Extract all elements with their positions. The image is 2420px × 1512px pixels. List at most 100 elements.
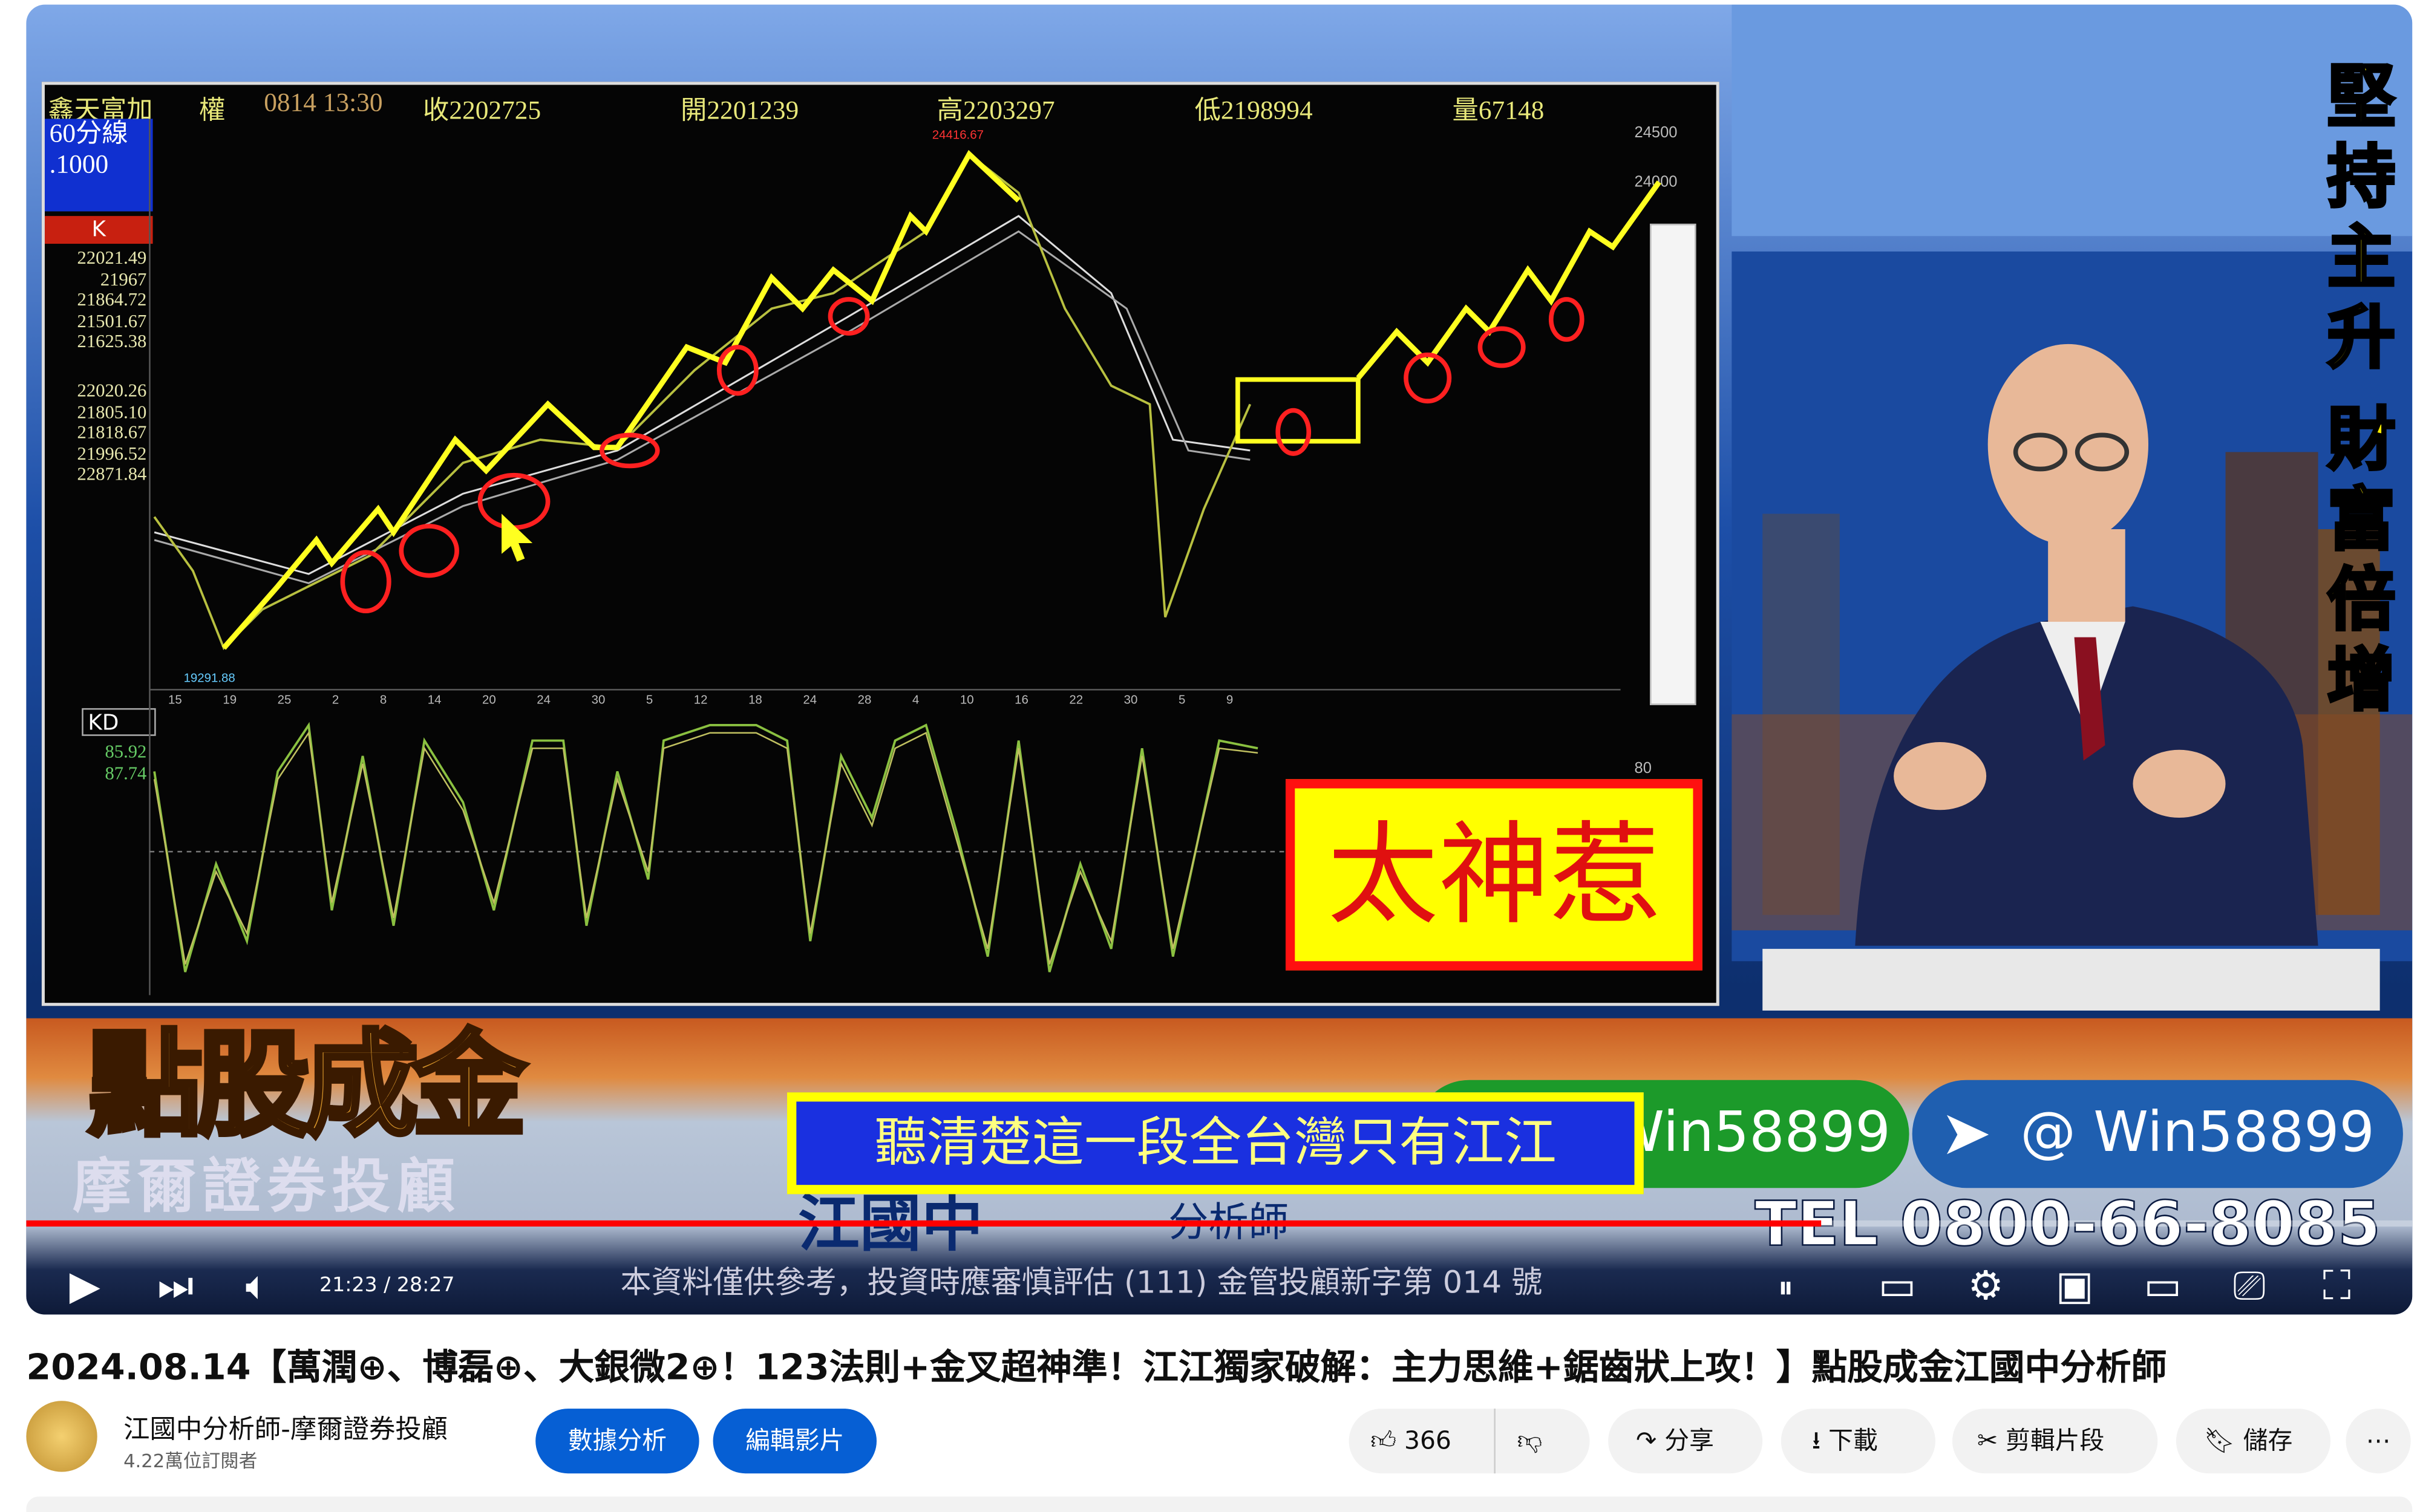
x-tick: 20 bbox=[482, 692, 496, 707]
slogan-char: 財 bbox=[2326, 400, 2396, 481]
x-tick: 5 bbox=[1178, 692, 1186, 707]
yellow-box bbox=[1235, 377, 1361, 444]
x-tick: 9 bbox=[1226, 692, 1234, 707]
value: 21501.67 bbox=[77, 309, 147, 331]
value: 21996.52 bbox=[77, 442, 147, 464]
thumbs-down-icon: 👎︎ bbox=[1517, 1426, 1543, 1455]
value: 21818.67 bbox=[77, 421, 147, 443]
like-count: 366 bbox=[1404, 1426, 1451, 1455]
x-tick: 5 bbox=[646, 692, 653, 707]
slogan-char: 堅 bbox=[2326, 57, 2396, 138]
play-icon[interactable]: ▶ bbox=[69, 1263, 100, 1310]
x-tick: 28 bbox=[857, 692, 872, 707]
next-icon[interactable]: ⏭ bbox=[157, 1263, 194, 1310]
x-tick: 8 bbox=[379, 692, 387, 707]
cast-icon[interactable]: ⎚ bbox=[2233, 1263, 2266, 1310]
slogan-char: 持 bbox=[2326, 137, 2396, 219]
share-label: 分享 bbox=[1664, 1426, 1714, 1455]
x-tick: 19 bbox=[223, 692, 237, 707]
analytics-button[interactable]: 數據分析 bbox=[535, 1409, 699, 1474]
more-actions-button[interactable]: ⋯ bbox=[2346, 1409, 2411, 1474]
subscriber-count: 4.22萬位訂閱者 bbox=[123, 1450, 258, 1472]
save-label: 儲存 bbox=[2243, 1426, 2293, 1455]
kd-line bbox=[153, 722, 1258, 973]
ma-line bbox=[154, 230, 1251, 584]
bookmark-icon: 🔖︎ bbox=[2203, 1426, 2235, 1455]
clip-label: 剪輯片段 bbox=[2006, 1426, 2105, 1455]
brand-logo: 點股成金 bbox=[86, 1019, 529, 1153]
fullscreen-icon[interactable]: ⛶ bbox=[2323, 1263, 2351, 1310]
chart-high: 高2203297 bbox=[937, 96, 1055, 125]
like-button[interactable]: 👍︎ 366 bbox=[1349, 1409, 1494, 1473]
slogan-char: 增 bbox=[2326, 640, 2396, 722]
x-tick: 25 bbox=[277, 692, 292, 707]
value: 21864.72 bbox=[77, 288, 147, 310]
chart-volume: 量67148 bbox=[1452, 96, 1545, 125]
subtitles-icon[interactable]: ▭ bbox=[1878, 1263, 1917, 1310]
y-tick: 24500 bbox=[1634, 125, 1678, 142]
theater-icon[interactable]: ▭ bbox=[2144, 1263, 2182, 1310]
video-player[interactable]: 堅持主升財富倍增 鑫天富加 權 0814 13:30 收2202725 開220… bbox=[26, 4, 2413, 1315]
x-tick: 16 bbox=[1015, 692, 1028, 707]
chart-open: 開2201239 bbox=[680, 96, 799, 125]
x-tick: 10 bbox=[960, 692, 974, 707]
pause-badge-icon[interactable]: ⏸ bbox=[1777, 1268, 1794, 1306]
red-circles bbox=[340, 297, 1584, 614]
value: 21967 bbox=[100, 267, 147, 290]
x-tick: 14 bbox=[427, 692, 442, 707]
edit-video-button[interactable]: 編輯影片 bbox=[713, 1409, 877, 1474]
presenter-image bbox=[1732, 4, 2413, 1011]
volume-icon[interactable]: 🔈︎ bbox=[245, 1263, 270, 1310]
telegram-icon: ➤ bbox=[1940, 1098, 1992, 1170]
timeframe-box[interactable]: 60分線 .1000 bbox=[44, 119, 153, 212]
save-button[interactable]: 🔖︎ 儲存 bbox=[2176, 1409, 2331, 1474]
drawing-toolbar[interactable] bbox=[1650, 223, 1696, 705]
x-tick: 30 bbox=[591, 692, 606, 707]
cursor-icon bbox=[502, 513, 533, 562]
kd-label: KD bbox=[82, 708, 156, 736]
description-box-edge bbox=[26, 1496, 2413, 1512]
value: 21625.38 bbox=[77, 330, 147, 352]
yellow-zigzag-arrow bbox=[1356, 180, 1661, 380]
disclaimer: 本資料僅供參考，投資時應審慎評估 (111) 金管投顧新字第 014 號 bbox=[620, 1263, 1543, 1301]
slogan-char: 富 bbox=[2326, 480, 2396, 561]
price-line bbox=[153, 152, 1252, 650]
clip-button[interactable]: ✂ 剪輯片段 bbox=[1952, 1409, 2158, 1474]
presenter-area bbox=[1732, 4, 2413, 1023]
share-button[interactable]: ↷ 分享 bbox=[1608, 1409, 1763, 1474]
thumbs-up-icon: 👍︎ bbox=[1370, 1426, 1396, 1455]
kd-tick: 80 bbox=[1634, 760, 1652, 778]
value: 85.92 bbox=[105, 740, 147, 763]
left-values-a: 22021.49 21967 21864.72 21501.67 21625.3… bbox=[48, 247, 147, 353]
progress-fill bbox=[26, 1220, 1821, 1227]
channel-avatar[interactable] bbox=[26, 1401, 97, 1472]
x-tick: 4 bbox=[912, 692, 920, 707]
ma-line bbox=[154, 215, 1251, 575]
settings-icon[interactable]: ⚙ bbox=[1967, 1263, 2004, 1310]
telegram-id-pill: ➤ @ Win58899 bbox=[1912, 1080, 2403, 1188]
telegram-id: @ Win58899 bbox=[2020, 1101, 2375, 1165]
progress-bar[interactable] bbox=[26, 1220, 2413, 1227]
miniplayer-icon[interactable]: ▣ bbox=[2055, 1263, 2094, 1310]
value: 87.74 bbox=[105, 761, 147, 783]
timeframe-label: 60分線 bbox=[49, 119, 128, 148]
video-title: 2024.08.14【萬潤⊕、博磊⊕、大銀微2⊕！123法則+金叉超神準！江江獨… bbox=[26, 1348, 2167, 1389]
left-values-b: 22020.26 21805.10 21818.67 21996.52 2287… bbox=[48, 380, 147, 485]
scissors-icon: ✂ bbox=[1977, 1426, 1998, 1455]
value: 21805.10 bbox=[77, 400, 147, 422]
dislike-button[interactable]: 👎︎ bbox=[1494, 1409, 1543, 1474]
timeframe-sub: .1000 bbox=[49, 149, 109, 179]
download-button[interactable]: ⭳ 下載 bbox=[1781, 1409, 1935, 1474]
channel-name[interactable]: 江國中分析師-摩爾證券投顧 bbox=[123, 1415, 448, 1446]
like-dislike-group: 👍︎ 366 👎︎ bbox=[1349, 1409, 1590, 1474]
x-tick: 24 bbox=[803, 692, 817, 707]
low-label: 19291.88 bbox=[183, 671, 235, 685]
chart-annotations bbox=[149, 119, 1661, 996]
slogan-char: 主 bbox=[2326, 218, 2396, 299]
value: 22871.84 bbox=[77, 463, 147, 485]
value: 22021.49 bbox=[77, 247, 147, 269]
lower-banner: 點股成金 摩爾證券投顧 江國中 分析師 Win58899 ➤ @ Win5889… bbox=[26, 1018, 2413, 1315]
company-name: 摩爾證券投顧 bbox=[72, 1152, 462, 1220]
subtitle-caption: 聽清楚這一段全台灣只有江江 bbox=[787, 1092, 1644, 1194]
slogan-vertical-text: 堅持主升財富倍增 bbox=[2315, 57, 2408, 722]
